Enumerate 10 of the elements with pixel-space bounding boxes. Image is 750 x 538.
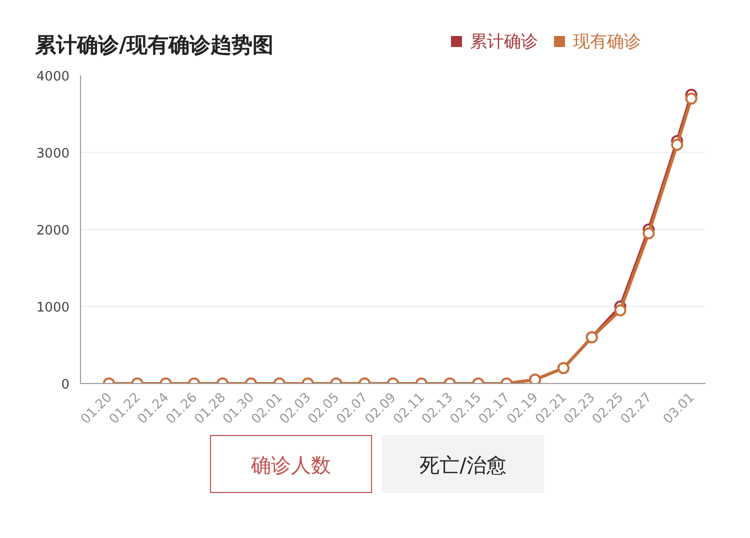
y-tick-label: 3000 <box>36 146 70 162</box>
y-tick-label: 4000 <box>36 70 70 84</box>
chart-title: 累计确诊/现有确诊趋势图 <box>35 32 274 59</box>
legend-label: 现有确诊 <box>573 32 641 52</box>
y-tick-label: 2000 <box>36 224 70 238</box>
text: 死亡/治愈 <box>420 452 506 479</box>
y-tick-label: 0 <box>61 378 70 392</box>
y-tick-label: 1000 <box>36 300 70 316</box>
legend-label: 累计确诊 <box>470 32 538 52</box>
text: 确诊人数 <box>251 452 331 479</box>
